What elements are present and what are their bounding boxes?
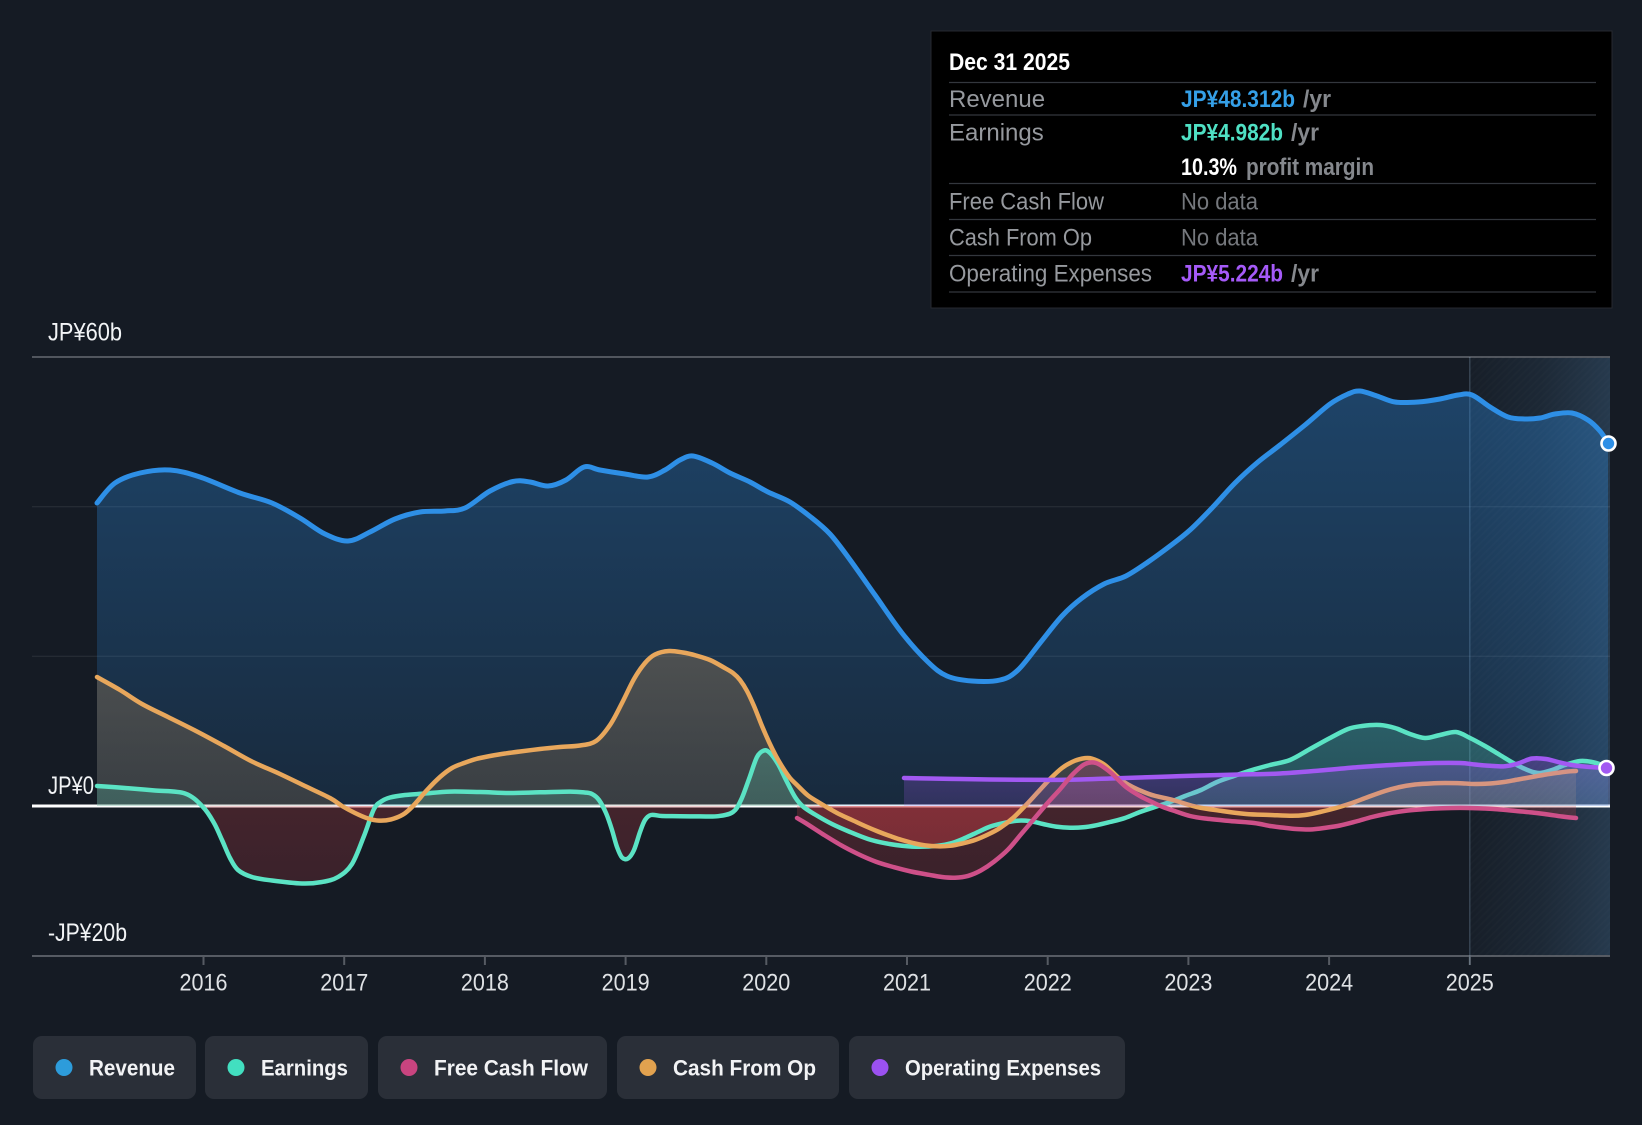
svg-text:Revenue: Revenue [949, 86, 1045, 113]
svg-text:2025: 2025 [1446, 970, 1494, 997]
svg-text:2019: 2019 [602, 970, 650, 997]
svg-text:2017: 2017 [320, 970, 368, 997]
svg-text:profit margin: profit margin [1246, 154, 1374, 181]
svg-text:Free Cash Flow: Free Cash Flow [434, 1056, 589, 1081]
svg-text:10.3%: 10.3% [1181, 154, 1237, 181]
svg-text:2021: 2021 [883, 970, 931, 997]
svg-text:/yr: /yr [1303, 86, 1331, 113]
svg-text:2024: 2024 [1305, 970, 1353, 997]
svg-text:Operating Expenses: Operating Expenses [949, 261, 1152, 288]
svg-text:/yr: /yr [1291, 120, 1319, 147]
svg-text:/yr: /yr [1291, 261, 1319, 288]
svg-text:2020: 2020 [742, 970, 790, 997]
svg-text:JP¥0: JP¥0 [48, 772, 94, 800]
svg-text:JP¥5.224b: JP¥5.224b [1181, 261, 1283, 288]
svg-text:2023: 2023 [1164, 970, 1212, 997]
svg-text:2022: 2022 [1024, 970, 1072, 997]
svg-text:JP¥4.982b: JP¥4.982b [1181, 120, 1283, 147]
svg-text:No data: No data [1181, 189, 1259, 216]
svg-text:Free Cash Flow: Free Cash Flow [949, 189, 1105, 216]
svg-text:-JP¥20b: -JP¥20b [48, 919, 127, 947]
svg-text:2016: 2016 [180, 970, 228, 997]
svg-text:Operating Expenses: Operating Expenses [905, 1056, 1101, 1081]
svg-text:Dec 31 2025: Dec 31 2025 [949, 49, 1070, 76]
svg-text:2018: 2018 [461, 970, 509, 997]
svg-text:Earnings: Earnings [949, 120, 1044, 147]
svg-text:JP¥60b: JP¥60b [48, 319, 122, 347]
svg-text:Cash From Op: Cash From Op [949, 225, 1092, 252]
svg-text:Cash From Op: Cash From Op [673, 1056, 816, 1081]
svg-text:JP¥48.312b: JP¥48.312b [1181, 86, 1295, 113]
svg-text:No data: No data [1181, 225, 1259, 252]
svg-text:Revenue: Revenue [89, 1056, 175, 1081]
svg-text:Earnings: Earnings [261, 1056, 348, 1081]
